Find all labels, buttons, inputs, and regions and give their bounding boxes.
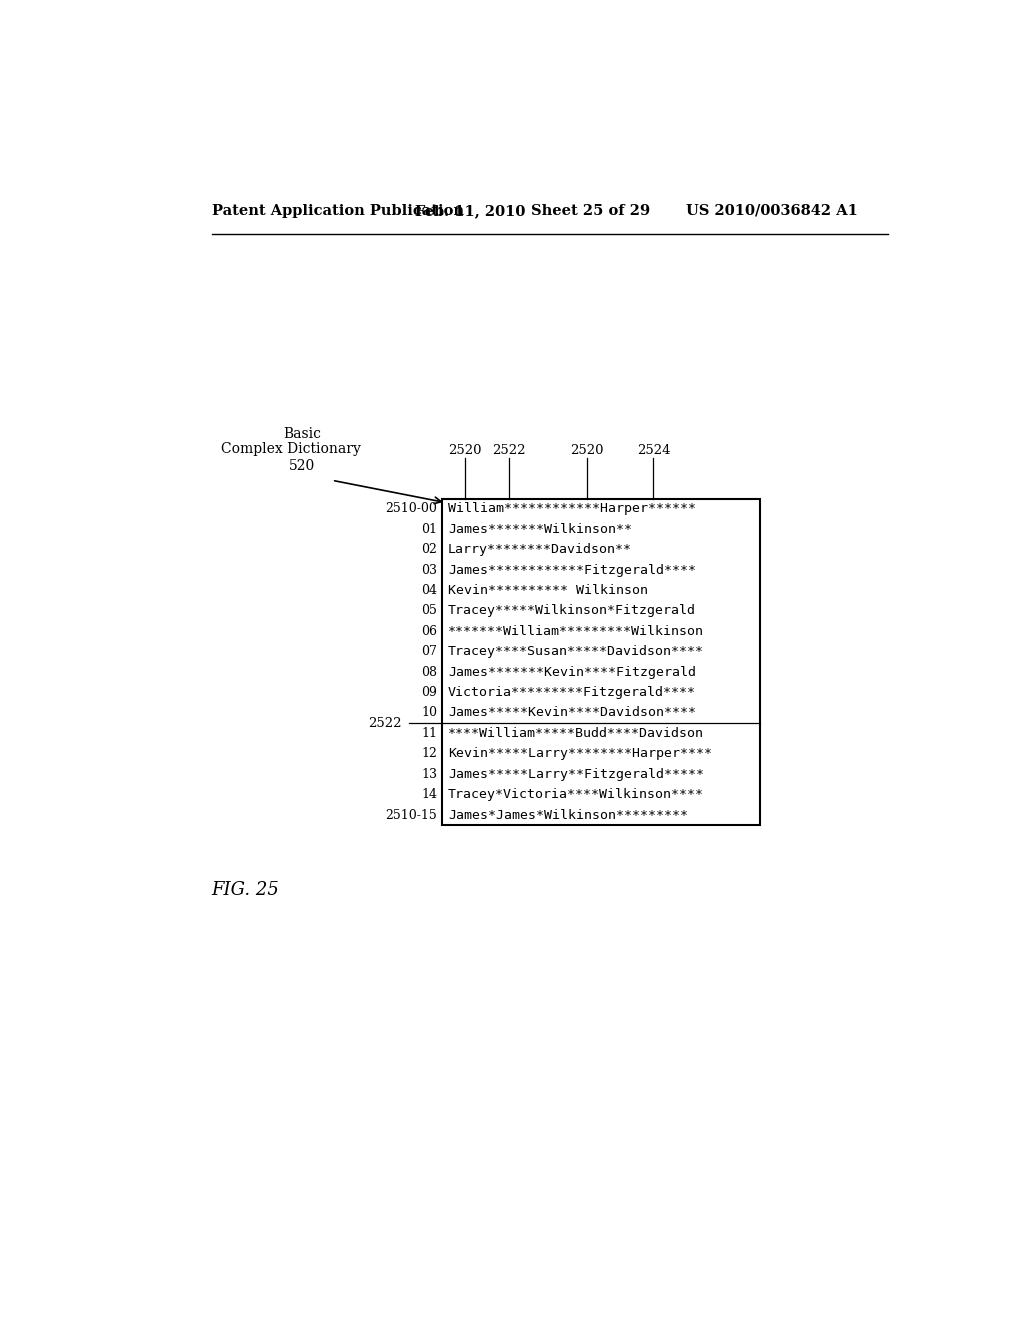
Text: FIG. 25: FIG. 25 xyxy=(212,880,280,899)
Text: 04: 04 xyxy=(421,583,437,597)
Text: 02: 02 xyxy=(421,544,437,556)
Text: 08: 08 xyxy=(421,665,437,678)
Text: 01: 01 xyxy=(421,523,437,536)
Text: William************Harper******: William************Harper****** xyxy=(449,503,696,515)
Text: 11: 11 xyxy=(421,727,437,741)
Text: Larry********Davidson**: Larry********Davidson** xyxy=(449,544,632,556)
Text: 07: 07 xyxy=(421,645,437,659)
Text: 13: 13 xyxy=(421,768,437,780)
Text: Tracey*****Wilkinson*Fitzgerald: Tracey*****Wilkinson*Fitzgerald xyxy=(449,605,696,618)
Text: 2520: 2520 xyxy=(449,444,482,457)
Text: James*******Wilkinson**: James*******Wilkinson** xyxy=(449,523,632,536)
Text: James************Fitzgerald****: James************Fitzgerald**** xyxy=(449,564,696,577)
Text: Tracey*Victoria****Wilkinson****: Tracey*Victoria****Wilkinson**** xyxy=(449,788,705,801)
Text: 2520: 2520 xyxy=(570,444,603,457)
Text: 12: 12 xyxy=(421,747,437,760)
Text: Victoria*********Fitzgerald****: Victoria*********Fitzgerald**** xyxy=(449,686,696,700)
Text: ****William*****Budd****Davidson: ****William*****Budd****Davidson xyxy=(449,727,705,741)
Text: Feb. 11, 2010: Feb. 11, 2010 xyxy=(415,203,525,218)
Text: 05: 05 xyxy=(421,605,437,618)
Text: Kevin********** Wilkinson: Kevin********** Wilkinson xyxy=(449,583,648,597)
Text: Tracey****Susan*****Davidson****: Tracey****Susan*****Davidson**** xyxy=(449,645,705,659)
Text: 06: 06 xyxy=(421,624,437,638)
Text: 520: 520 xyxy=(289,459,315,474)
Text: 2522: 2522 xyxy=(493,444,526,457)
Text: Basic: Basic xyxy=(284,428,322,441)
Text: 10: 10 xyxy=(421,706,437,719)
Text: James*James*Wilkinson*********: James*James*Wilkinson********* xyxy=(449,809,688,821)
Text: Patent Application Publication: Patent Application Publication xyxy=(212,203,464,218)
Text: 2522: 2522 xyxy=(368,717,401,730)
Text: 03: 03 xyxy=(421,564,437,577)
Text: 14: 14 xyxy=(421,788,437,801)
Text: US 2010/0036842 A1: US 2010/0036842 A1 xyxy=(686,203,858,218)
Text: James*****Larry**Fitzgerald*****: James*****Larry**Fitzgerald***** xyxy=(449,768,705,780)
Text: 2510-15: 2510-15 xyxy=(385,809,437,821)
Text: James*******Kevin****Fitzgerald: James*******Kevin****Fitzgerald xyxy=(449,665,696,678)
Text: *******William*********Wilkinson: *******William*********Wilkinson xyxy=(449,624,705,638)
Text: 2524: 2524 xyxy=(637,444,670,457)
Text: Kevin*****Larry********Harper****: Kevin*****Larry********Harper**** xyxy=(449,747,712,760)
Text: 09: 09 xyxy=(421,686,437,700)
Bar xyxy=(442,499,760,825)
Text: Complex Dictionary: Complex Dictionary xyxy=(221,442,360,457)
Text: James*****Kevin****Davidson****: James*****Kevin****Davidson**** xyxy=(449,706,696,719)
Text: Sheet 25 of 29: Sheet 25 of 29 xyxy=(531,203,650,218)
Text: 2510-00: 2510-00 xyxy=(385,503,437,515)
